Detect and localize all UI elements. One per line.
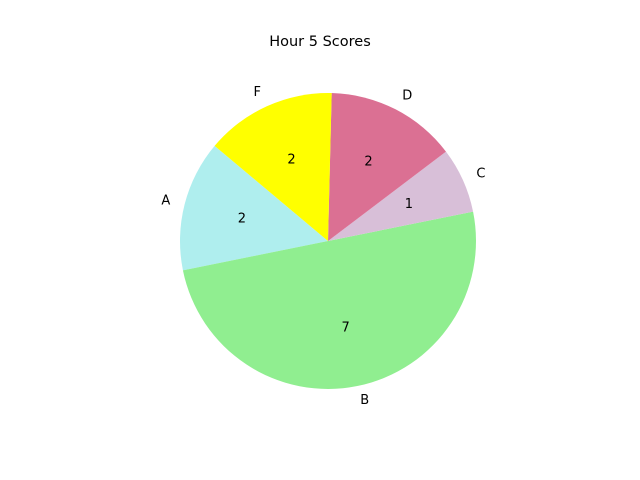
pie-slice-d (328, 93, 446, 241)
slice-label-b: B (360, 393, 369, 408)
pie-slice-c (328, 151, 474, 241)
slice-value-f: 2 (287, 153, 295, 168)
chart-title: Hour 5 Scores (269, 34, 371, 50)
slice-label-d: D (402, 89, 412, 104)
slice-value-c: 1 (405, 197, 413, 212)
pie-slice-b (182, 211, 476, 389)
slice-label-c: C (476, 167, 485, 182)
slice-label-a: A (161, 193, 170, 208)
pie-slice-f (214, 93, 332, 241)
slice-value-a: 2 (238, 212, 246, 227)
pie-slice-a (179, 145, 328, 271)
slice-label-f: F (254, 85, 261, 100)
slice-value-b: 7 (341, 321, 349, 336)
slice-value-d: 2 (364, 154, 372, 169)
